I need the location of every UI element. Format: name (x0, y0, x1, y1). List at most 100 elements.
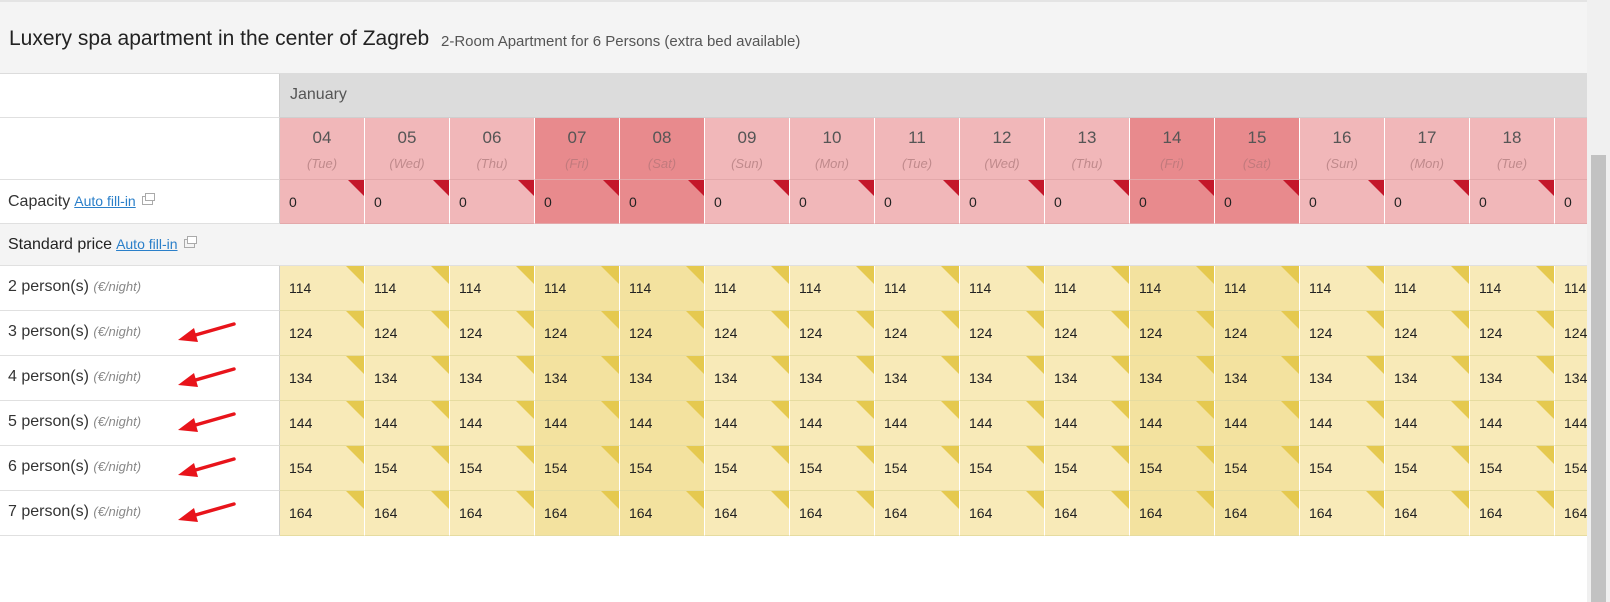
price-cell[interactable]: 144 (1300, 401, 1385, 446)
price-cell[interactable]: 144 (1385, 401, 1470, 446)
capacity-cell[interactable]: 0 (450, 180, 535, 224)
price-cell[interactable]: 124 (365, 311, 450, 356)
price-cell[interactable]: 134 (1045, 356, 1130, 401)
price-cell[interactable]: 124 (790, 311, 875, 356)
price-cell[interactable]: 164 (1130, 491, 1215, 536)
price-cell[interactable]: 124 (1385, 311, 1470, 356)
price-cell[interactable]: 154 (1385, 446, 1470, 491)
price-cell[interactable]: 164 (280, 491, 365, 536)
price-cell[interactable]: 124 (960, 311, 1045, 356)
price-cell[interactable]: 154 (1300, 446, 1385, 491)
price-cell[interactable]: 144 (875, 401, 960, 446)
price-cell[interactable]: 164 (1470, 491, 1555, 536)
price-cell[interactable]: 124 (705, 311, 790, 356)
price-cell[interactable]: 114 (1555, 266, 1587, 311)
price-cell[interactable]: 164 (1300, 491, 1385, 536)
capacity-cell[interactable]: 0 (280, 180, 365, 224)
price-cell[interactable]: 134 (1385, 356, 1470, 401)
price-cell[interactable]: 144 (1130, 401, 1215, 446)
price-cell[interactable]: 134 (1215, 356, 1300, 401)
scrollbar-thumb[interactable] (1591, 155, 1606, 602)
price-cell[interactable]: 134 (705, 356, 790, 401)
price-cell[interactable]: 144 (960, 401, 1045, 446)
capacity-cell[interactable]: 0 (535, 180, 620, 224)
price-cell[interactable]: 134 (1470, 356, 1555, 401)
price-cell[interactable]: 164 (1555, 491, 1587, 536)
price-cell[interactable]: 164 (875, 491, 960, 536)
price-cell[interactable]: 144 (620, 401, 705, 446)
price-cell[interactable]: 134 (1300, 356, 1385, 401)
price-cell[interactable]: 134 (790, 356, 875, 401)
price-cell[interactable]: 164 (450, 491, 535, 536)
price-cell[interactable]: 124 (450, 311, 535, 356)
price-cell[interactable]: 154 (365, 446, 450, 491)
price-cell[interactable]: 144 (1470, 401, 1555, 446)
price-cell[interactable]: 134 (450, 356, 535, 401)
price-cell[interactable]: 124 (1130, 311, 1215, 356)
price-cell[interactable]: 134 (1130, 356, 1215, 401)
price-cell[interactable]: 164 (535, 491, 620, 536)
price-cell[interactable]: 144 (1555, 401, 1587, 446)
standard-price-autofill-link[interactable]: Auto fill-in (116, 236, 178, 252)
price-cell[interactable]: 154 (620, 446, 705, 491)
price-cell[interactable]: 144 (365, 401, 450, 446)
price-cell[interactable]: 114 (365, 266, 450, 311)
price-cell[interactable]: 124 (1045, 311, 1130, 356)
price-cell[interactable]: 144 (280, 401, 365, 446)
external-window-icon[interactable] (183, 236, 197, 248)
price-cell[interactable]: 164 (960, 491, 1045, 536)
price-cell[interactable]: 164 (1215, 491, 1300, 536)
price-cell[interactable]: 114 (960, 266, 1045, 311)
price-cell[interactable]: 154 (875, 446, 960, 491)
price-cell[interactable]: 134 (1555, 356, 1587, 401)
price-cell[interactable]: 144 (1045, 401, 1130, 446)
capacity-cell[interactable]: 0 (365, 180, 450, 224)
price-cell[interactable]: 114 (705, 266, 790, 311)
price-cell[interactable]: 154 (1215, 446, 1300, 491)
price-cell[interactable]: 154 (705, 446, 790, 491)
price-cell[interactable]: 154 (960, 446, 1045, 491)
price-cell[interactable]: 114 (1045, 266, 1130, 311)
price-cell[interactable]: 134 (535, 356, 620, 401)
price-cell[interactable]: 164 (705, 491, 790, 536)
capacity-autofill-link[interactable]: Auto fill-in (74, 193, 136, 209)
price-cell[interactable]: 154 (1130, 446, 1215, 491)
price-cell[interactable]: 114 (1385, 266, 1470, 311)
price-cell[interactable]: 114 (875, 266, 960, 311)
price-cell[interactable]: 114 (1300, 266, 1385, 311)
price-cell[interactable]: 164 (790, 491, 875, 536)
price-cell[interactable]: 164 (1045, 491, 1130, 536)
price-cell[interactable]: 144 (705, 401, 790, 446)
price-cell[interactable]: 124 (1470, 311, 1555, 356)
price-cell[interactable]: 154 (1470, 446, 1555, 491)
price-cell[interactable]: 164 (620, 491, 705, 536)
capacity-cell[interactable]: 0 (705, 180, 790, 224)
capacity-cell[interactable]: 0 (1215, 180, 1300, 224)
price-cell[interactable]: 164 (365, 491, 450, 536)
capacity-cell[interactable]: 0 (1385, 180, 1470, 224)
price-cell[interactable]: 114 (280, 266, 365, 311)
price-cell[interactable]: 154 (450, 446, 535, 491)
price-cell[interactable]: 124 (1555, 311, 1587, 356)
price-cell[interactable]: 134 (620, 356, 705, 401)
price-cell[interactable]: 114 (1470, 266, 1555, 311)
capacity-cell[interactable]: 0 (1300, 180, 1385, 224)
price-cell[interactable]: 114 (1215, 266, 1300, 311)
price-cell[interactable]: 134 (960, 356, 1045, 401)
price-cell[interactable]: 114 (450, 266, 535, 311)
price-cell[interactable]: 154 (280, 446, 365, 491)
price-cell[interactable]: 134 (280, 356, 365, 401)
price-cell[interactable]: 114 (620, 266, 705, 311)
price-cell[interactable]: 124 (620, 311, 705, 356)
price-cell[interactable]: 154 (1045, 446, 1130, 491)
external-window-icon[interactable] (141, 193, 155, 205)
price-cell[interactable]: 144 (450, 401, 535, 446)
capacity-cell[interactable]: 0 (1555, 180, 1587, 224)
capacity-cell[interactable]: 0 (875, 180, 960, 224)
price-cell[interactable]: 154 (1555, 446, 1587, 491)
capacity-cell[interactable]: 0 (960, 180, 1045, 224)
capacity-cell[interactable]: 0 (1130, 180, 1215, 224)
price-cell[interactable]: 124 (1300, 311, 1385, 356)
price-cell[interactable]: 164 (1385, 491, 1470, 536)
price-cell[interactable]: 134 (875, 356, 960, 401)
